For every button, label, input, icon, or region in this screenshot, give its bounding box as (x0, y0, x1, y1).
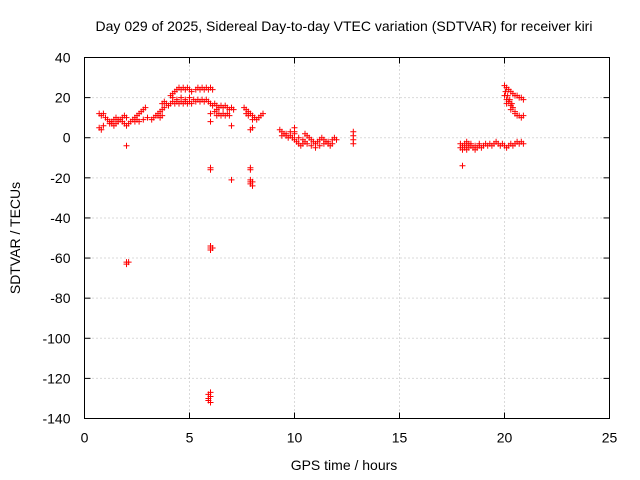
data-point (188, 100, 195, 107)
y-axis-label: SDTVAR / TECUs (7, 182, 23, 294)
data-point (249, 116, 256, 123)
data-point (249, 182, 256, 189)
data-point (228, 122, 235, 129)
y-tick-label: -60 (50, 250, 70, 266)
data-point (467, 140, 474, 147)
x-tick-label: 10 (287, 430, 303, 446)
data-point (245, 112, 252, 119)
data-point (228, 176, 235, 183)
data-point (295, 134, 302, 141)
data-point (123, 142, 130, 149)
data-point (312, 144, 319, 151)
data-point (333, 136, 340, 143)
x-tick-label: 0 (81, 430, 89, 446)
data-point (249, 124, 256, 131)
x-axis-label: GPS time / hours (291, 457, 398, 473)
data-point (520, 112, 527, 119)
y-tick-label: -140 (42, 411, 70, 427)
data-point (304, 140, 311, 147)
data-point (278, 132, 285, 139)
x-axis-tick-labels: 0 5 10 15 20 25 (81, 430, 618, 446)
data-point (182, 96, 189, 103)
data-point (283, 130, 290, 137)
data-point (140, 116, 147, 123)
x-tick-label: 15 (392, 430, 408, 446)
axis-ticks (84, 57, 610, 419)
data-point (186, 94, 193, 101)
data-point (226, 112, 233, 119)
x-tick-label: 20 (497, 430, 513, 446)
data-point (136, 118, 143, 125)
data-point (207, 118, 214, 125)
y-tick-label: -40 (50, 210, 70, 226)
data-point (308, 142, 315, 149)
y-tick-label: -120 (42, 370, 70, 386)
data-point (459, 162, 466, 169)
y-tick-label: -100 (42, 330, 70, 346)
y-tick-label: -20 (50, 170, 70, 186)
data-point (320, 140, 327, 147)
data-point (316, 142, 323, 149)
data-point (159, 112, 166, 119)
data-point (207, 166, 214, 173)
data-point (350, 140, 357, 147)
data-point (161, 104, 168, 111)
data-point (260, 110, 266, 117)
data-point (169, 94, 176, 101)
data-point (173, 96, 180, 103)
data-point (247, 166, 254, 173)
data-point (209, 245, 216, 252)
data-point (142, 104, 149, 111)
data-point (115, 116, 122, 123)
data-points (96, 82, 527, 406)
y-axis-tick-labels: 40 20 0 -20 -40 -60 -80 -100 -120 -140 (42, 50, 70, 427)
data-point (325, 138, 332, 145)
data-point (178, 94, 185, 101)
data-point (509, 104, 516, 111)
x-tick-label: 25 (602, 430, 618, 446)
chart-title: Day 029 of 2025, Sidereal Day-to-day VTE… (96, 18, 593, 34)
data-point (508, 100, 515, 107)
data-point (207, 399, 214, 406)
data-point (520, 96, 527, 103)
data-point (291, 128, 298, 135)
data-point (100, 110, 107, 117)
data-point (476, 140, 483, 147)
y-tick-label: 40 (55, 50, 71, 66)
y-tick-label: 20 (55, 90, 71, 106)
y-tick-label: 0 (63, 130, 71, 146)
data-point (520, 140, 527, 147)
data-point (209, 86, 216, 93)
data-point (188, 88, 195, 95)
data-point (504, 92, 511, 99)
data-point (207, 389, 214, 396)
data-point (98, 126, 105, 133)
data-point (144, 114, 151, 121)
y-tick-label: -80 (50, 290, 70, 306)
x-tick-label: 5 (186, 430, 194, 446)
data-point (230, 106, 237, 113)
data-point (207, 110, 214, 117)
data-point (329, 140, 336, 147)
data-point (502, 88, 509, 95)
data-point (100, 122, 107, 129)
plot-frame (84, 57, 610, 419)
data-point (123, 114, 130, 121)
data-point (506, 96, 513, 103)
data-point (125, 259, 132, 266)
data-point (472, 142, 479, 149)
grid (84, 57, 610, 419)
